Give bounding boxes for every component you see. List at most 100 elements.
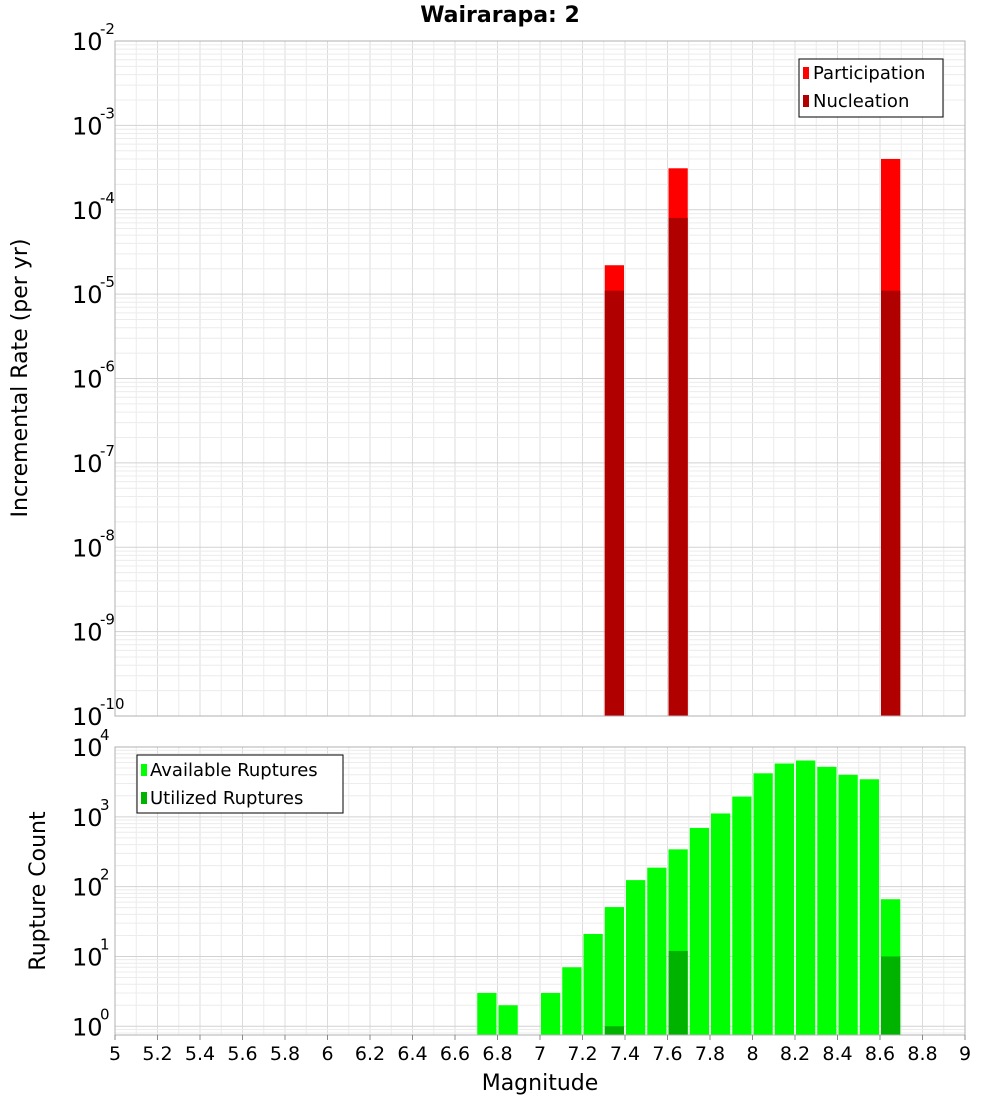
y-tick-base: 10 xyxy=(72,874,103,902)
y-tick-label: 10-8 xyxy=(72,526,115,562)
y-tick-label: 103 xyxy=(72,796,110,832)
top-bars xyxy=(604,158,901,717)
chart-title: Wairarapa: 2 xyxy=(420,3,580,28)
y-tick-label: 10-10 xyxy=(72,695,125,731)
y-tick-exponent: 1 xyxy=(100,935,110,953)
bar-available-ruptures xyxy=(583,933,603,1035)
y-tick-base: 10 xyxy=(72,281,103,309)
x-tick-label: 8.4 xyxy=(822,1043,852,1065)
top-legend-box xyxy=(798,58,944,118)
x-tick-label: 6.8 xyxy=(482,1043,512,1065)
y-tick-base: 10 xyxy=(72,619,103,647)
legend-label-available: Available Ruptures xyxy=(150,760,318,781)
bar-available-ruptures xyxy=(753,773,773,1035)
legend-swatch-available xyxy=(141,764,147,776)
bar-available-ruptures xyxy=(477,992,497,1035)
bar-nucleation xyxy=(881,290,901,716)
bar-available-ruptures xyxy=(838,774,858,1035)
y-tick-label: 100 xyxy=(72,1005,110,1041)
y-tick-base: 10 xyxy=(72,703,103,731)
top-plot-frame xyxy=(114,40,966,717)
y-tick-exponent: -5 xyxy=(100,273,115,291)
y-tick-base: 10 xyxy=(72,534,103,562)
y-tick-base: 10 xyxy=(72,112,103,140)
y-tick-base: 10 xyxy=(72,28,103,56)
x-tick-label: 6.2 xyxy=(355,1043,385,1065)
x-tick-label: 7.6 xyxy=(652,1043,682,1065)
bar-nucleation xyxy=(668,217,688,716)
y-tick-label: 101 xyxy=(72,935,110,971)
y-tick-base: 10 xyxy=(72,734,103,762)
y-tick-base: 10 xyxy=(72,804,103,832)
x-tick-label: 5.6 xyxy=(227,1043,257,1065)
legend-swatch-participation xyxy=(803,67,809,79)
legend-label-nucleation: Nucleation xyxy=(813,91,909,112)
y-tick-exponent: -3 xyxy=(100,104,115,122)
x-tick-label: 5.2 xyxy=(142,1043,172,1065)
bar-utilized-ruptures xyxy=(668,950,688,1035)
y-tick-label: 10-4 xyxy=(72,189,115,225)
x-tick-label: 5.4 xyxy=(185,1043,215,1065)
bar-available-ruptures xyxy=(711,813,731,1035)
legend-label-participation: Participation xyxy=(813,63,925,84)
bottom-legend-box xyxy=(136,754,344,814)
x-axis-label: Magnitude xyxy=(482,1071,599,1096)
bar-available-ruptures xyxy=(498,1005,518,1035)
y-tick-exponent: 2 xyxy=(100,866,110,884)
bottom-y-axis-label: Rupture Count xyxy=(26,811,51,971)
y-tick-base: 10 xyxy=(72,366,103,394)
x-tick-label: 7.4 xyxy=(610,1043,640,1065)
bar-available-ruptures xyxy=(541,992,561,1035)
x-tick-label: 5.8 xyxy=(270,1043,300,1065)
y-tick-exponent: 4 xyxy=(100,726,110,744)
x-tick-label: 6.4 xyxy=(397,1043,427,1065)
y-tick-exponent: -7 xyxy=(100,442,115,460)
bar-available-ruptures xyxy=(732,796,752,1035)
y-tick-base: 10 xyxy=(72,943,103,971)
x-tick-label: 9 xyxy=(959,1043,971,1065)
bar-available-ruptures xyxy=(647,867,667,1035)
x-tick-label: 5 xyxy=(109,1043,121,1065)
bar-nucleation xyxy=(604,290,624,716)
x-tick-label: 7.2 xyxy=(567,1043,597,1065)
bar-utilized-ruptures xyxy=(881,956,901,1035)
legend-swatch-nucleation xyxy=(803,95,809,107)
x-tick-label: 8 xyxy=(746,1043,758,1065)
y-tick-exponent: -4 xyxy=(100,189,115,207)
x-tick-label: 6 xyxy=(321,1043,333,1065)
y-tick-exponent: 3 xyxy=(100,796,110,814)
top-y-axis-label: Incremental Rate (per yr) xyxy=(8,239,33,518)
y-tick-label: 10-9 xyxy=(72,611,115,647)
y-tick-label: 10-6 xyxy=(72,358,115,394)
bottom-bars xyxy=(477,760,901,1035)
y-tick-base: 10 xyxy=(72,450,103,478)
bar-available-ruptures xyxy=(626,880,646,1035)
x-tick-label: 8.6 xyxy=(865,1043,895,1065)
y-tick-exponent: 0 xyxy=(100,1005,110,1023)
y-tick-exponent: -2 xyxy=(100,20,115,38)
bar-available-ruptures xyxy=(817,766,837,1035)
y-tick-label: 10-7 xyxy=(72,442,115,478)
top-legend: Participation Nucleation xyxy=(798,58,944,118)
x-tick-label: 8.8 xyxy=(907,1043,937,1065)
y-tick-base: 10 xyxy=(72,197,103,225)
legend-label-utilized: Utilized Ruptures xyxy=(150,788,303,809)
y-tick-exponent: -9 xyxy=(100,611,115,629)
y-tick-label: 10-5 xyxy=(72,273,115,309)
y-tick-label: 104 xyxy=(72,726,110,762)
bar-available-ruptures xyxy=(796,760,816,1035)
bar-available-ruptures xyxy=(774,763,794,1035)
y-tick-exponent: -8 xyxy=(100,526,115,544)
bottom-legend: Available Ruptures Utilized Ruptures xyxy=(136,754,344,814)
bar-available-ruptures xyxy=(859,779,879,1035)
bar-available-ruptures xyxy=(689,827,709,1035)
bar-available-ruptures xyxy=(562,967,582,1035)
bar-utilized-ruptures xyxy=(604,1026,624,1035)
y-tick-label: 10-3 xyxy=(72,104,115,140)
x-tick-label: 6.6 xyxy=(440,1043,470,1065)
y-tick-label: 102 xyxy=(72,866,110,902)
y-tick-label: 10-2 xyxy=(72,20,115,56)
top-grid xyxy=(114,41,966,717)
